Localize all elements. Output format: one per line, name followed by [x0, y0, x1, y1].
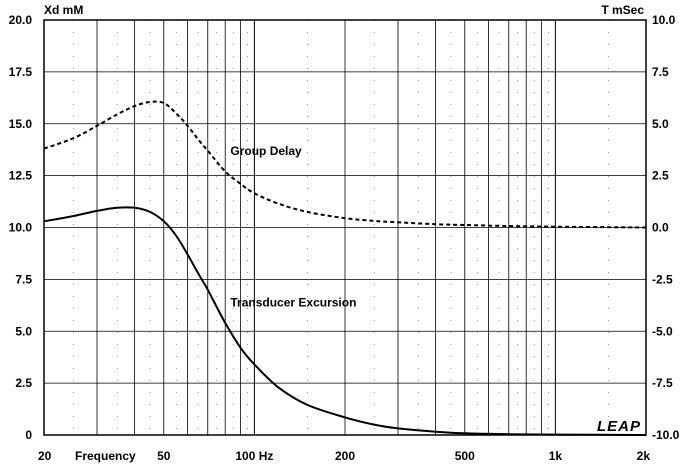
y-tick-label: 20.0	[9, 13, 33, 27]
leap-logo: LEAP	[597, 418, 641, 435]
series-layer	[43, 100, 647, 436]
x-axis-title: Frequency	[75, 449, 136, 463]
x-tick-label: 100 Hz	[235, 449, 273, 463]
y-tick-label: 2.5	[15, 376, 32, 390]
y-tick-label: 17.5	[9, 65, 33, 79]
y2-tick-label: -2.5	[652, 272, 673, 286]
y2-tick-label: 7.5	[652, 65, 669, 79]
right-axis-title: T mSec	[601, 3, 644, 17]
y2-tick-label: -5.0	[652, 324, 673, 338]
y-tick-label: 7.5	[15, 272, 32, 286]
y2-tick-label: 5.0	[652, 117, 669, 131]
transducer-excursion-label: Transducer Excursion	[230, 295, 356, 309]
x-tick-label: 500	[455, 449, 475, 463]
group-delay-line	[43, 100, 647, 229]
x-tick-label: 2k	[637, 449, 651, 463]
y-tick-label: 5.0	[15, 324, 32, 338]
y-tick-label: 10.0	[9, 221, 33, 235]
y2-tick-label: 2.5	[652, 169, 669, 183]
transducer-excursion-line	[43, 206, 647, 436]
x-tick-label: 20	[38, 449, 52, 463]
x-tick-label: 1k	[549, 449, 563, 463]
y2-tick-label: -7.5	[652, 376, 673, 390]
x-tick-label: 200	[335, 449, 355, 463]
group-delay-label: Group Delay	[230, 144, 302, 158]
y2-tick-label: 10.0	[652, 13, 676, 27]
grid	[44, 19, 646, 436]
x-tick-label: 50	[157, 449, 171, 463]
y2-tick-label: 0.0	[652, 221, 669, 235]
y2-tick-label: -10.0	[652, 428, 680, 442]
y-tick-label: 0	[25, 428, 32, 442]
y-tick-label: 15.0	[9, 117, 33, 131]
tick-labels: 0 2.5 5.0 7.5 10.0 12.5 15.0 17.5 20.0 -10.0 -7.5 -…	[9, 13, 680, 463]
y-tick-label: 12.5	[9, 169, 33, 183]
left-axis-title: Xd mM	[44, 3, 83, 17]
